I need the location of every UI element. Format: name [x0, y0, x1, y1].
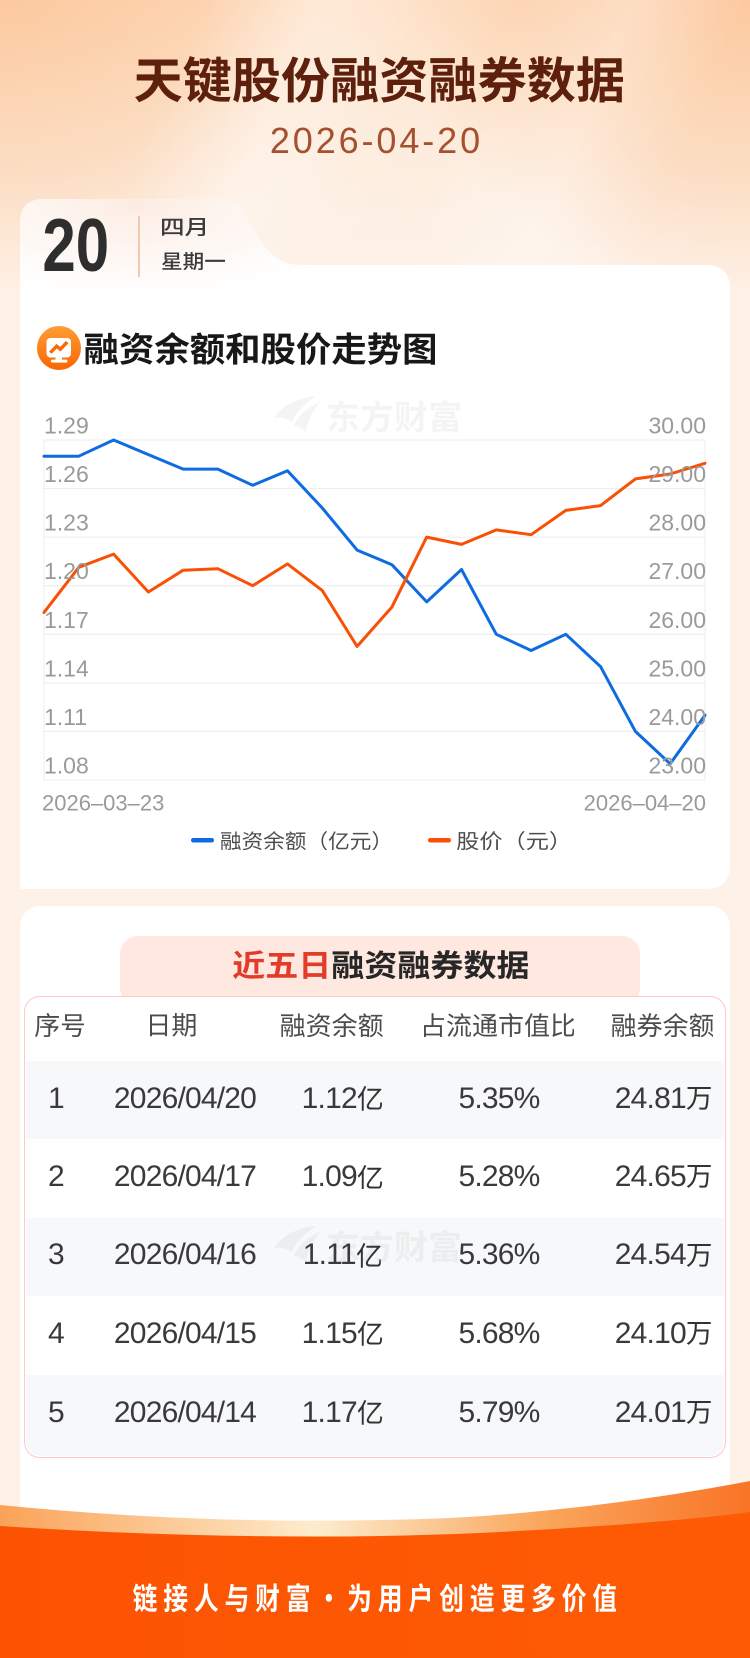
- svg-text:2026–04–20: 2026–04–20: [584, 791, 706, 816]
- svg-text:25.00: 25.00: [648, 655, 706, 681]
- svg-text:27.00: 27.00: [648, 558, 706, 584]
- svg-text:28.00: 28.00: [648, 510, 706, 536]
- svg-text:24.00: 24.00: [648, 704, 706, 730]
- svg-text:1.11: 1.11: [44, 704, 87, 730]
- svg-text:1.08: 1.08: [44, 753, 89, 779]
- svg-text:1.17: 1.17: [44, 607, 89, 633]
- svg-text:2026–03–23: 2026–03–23: [42, 791, 164, 816]
- svg-text:26.00: 26.00: [648, 607, 706, 633]
- svg-text:1.20: 1.20: [44, 558, 89, 584]
- svg-text:1.14: 1.14: [44, 655, 89, 681]
- svg-text:30.00: 30.00: [648, 413, 706, 439]
- svg-text:1.26: 1.26: [44, 461, 89, 487]
- svg-text:1.29: 1.29: [44, 413, 89, 439]
- svg-text:1.23: 1.23: [44, 510, 89, 536]
- svg-text:29.00: 29.00: [648, 461, 706, 487]
- svg-text:23.00: 23.00: [648, 753, 706, 779]
